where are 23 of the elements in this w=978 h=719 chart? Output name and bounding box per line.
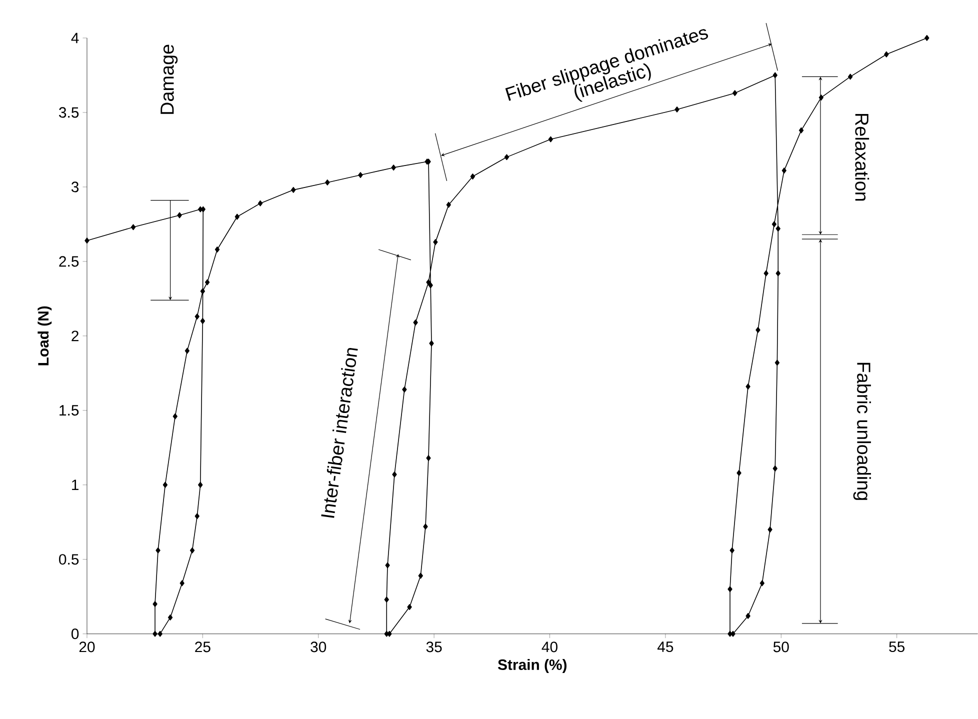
- y-tick-label: 2: [72, 330, 78, 342]
- x-axis-title: Strain (%): [498, 659, 567, 674]
- x-tick-label: 50: [773, 642, 789, 652]
- x-tick-label: 45: [657, 642, 674, 652]
- y-tick-label: 1.5: [60, 405, 79, 416]
- x-tick-label: 40: [542, 642, 558, 652]
- x-tick-label: 35: [426, 642, 442, 652]
- y-tick-label: 3: [71, 182, 79, 192]
- y-tick-label: 0: [71, 628, 79, 640]
- y-tick-label: 2.5: [59, 256, 79, 267]
- y-tick-label: 1: [72, 480, 78, 490]
- annotation: Relaxation: [855, 114, 870, 201]
- y-tick-label: 4: [71, 32, 79, 44]
- annotation: Fabric unloading: [853, 362, 871, 500]
- y-axis-title: Load (N): [38, 306, 52, 366]
- x-tick-label: 20: [79, 642, 95, 652]
- annotation: Damage: [160, 44, 178, 114]
- y-tick-label: 0.5: [59, 554, 79, 565]
- x-tick-label: 30: [310, 642, 326, 652]
- x-tick-label: 55: [889, 642, 905, 652]
- y-tick-label: 3.5: [59, 107, 79, 118]
- x-tick-label: 25: [195, 642, 210, 652]
- annotation: Inter-fiber interaction: [321, 348, 358, 518]
